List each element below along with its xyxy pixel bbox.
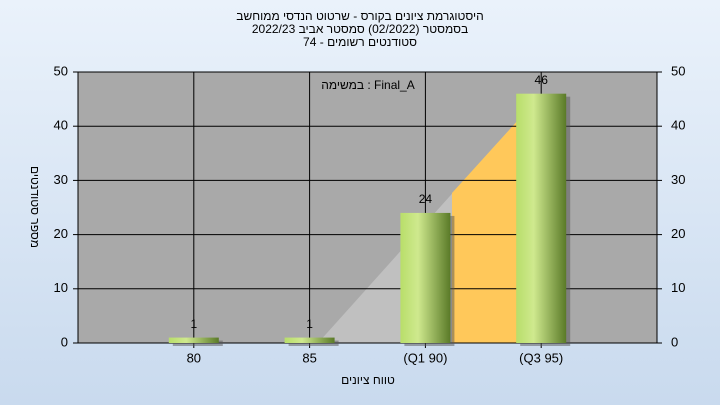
- data-label: 46: [535, 73, 549, 87]
- y-tick-label: 0: [61, 334, 68, 349]
- x-tick-label: 85: [302, 350, 316, 365]
- y-tick-label: 40: [54, 118, 68, 133]
- y-tick-label: 10: [54, 280, 68, 295]
- y-axis-label: מספר סטודנטים: [28, 166, 42, 248]
- x-tick-label: 80: [187, 350, 201, 365]
- y2-tick-label: 30: [671, 172, 685, 187]
- y2-tick-label: 50: [671, 63, 685, 78]
- bar-shadow: [288, 340, 339, 346]
- bar: [168, 337, 219, 343]
- y-tick-label: 50: [54, 63, 68, 78]
- y2-tick-label: 40: [671, 118, 685, 133]
- x-tick-label: (Q1 90): [403, 350, 447, 365]
- chart-subtitle: בסמסטר (02/2022) סמסטר אביב 2022/23: [252, 22, 468, 36]
- bar-shadow: [172, 340, 223, 346]
- decor-area: [452, 118, 520, 343]
- annotation: במשימה : Final_A: [321, 78, 415, 92]
- y2-tick-label: 10: [671, 280, 685, 295]
- data-label: 1: [306, 317, 313, 331]
- chart-subtitle: סטודנטים רשומים - 74: [303, 35, 417, 49]
- y2-tick-label: 20: [671, 226, 685, 241]
- data-label: 24: [419, 192, 433, 206]
- bar: [284, 337, 335, 343]
- x-axis-label: טווח ציונים: [341, 373, 395, 387]
- bar: [516, 93, 567, 344]
- data-label: 1: [190, 317, 197, 331]
- x-tick-label: (Q3 95): [519, 350, 563, 365]
- bar: [400, 212, 451, 343]
- y-tick-label: 20: [54, 226, 68, 241]
- y2-tick-label: 0: [671, 334, 678, 349]
- y-tick-label: 30: [54, 172, 68, 187]
- chart-title: היסטוגרמת ציונים בקורס - שרטוט הנדסי ממו…: [236, 9, 483, 23]
